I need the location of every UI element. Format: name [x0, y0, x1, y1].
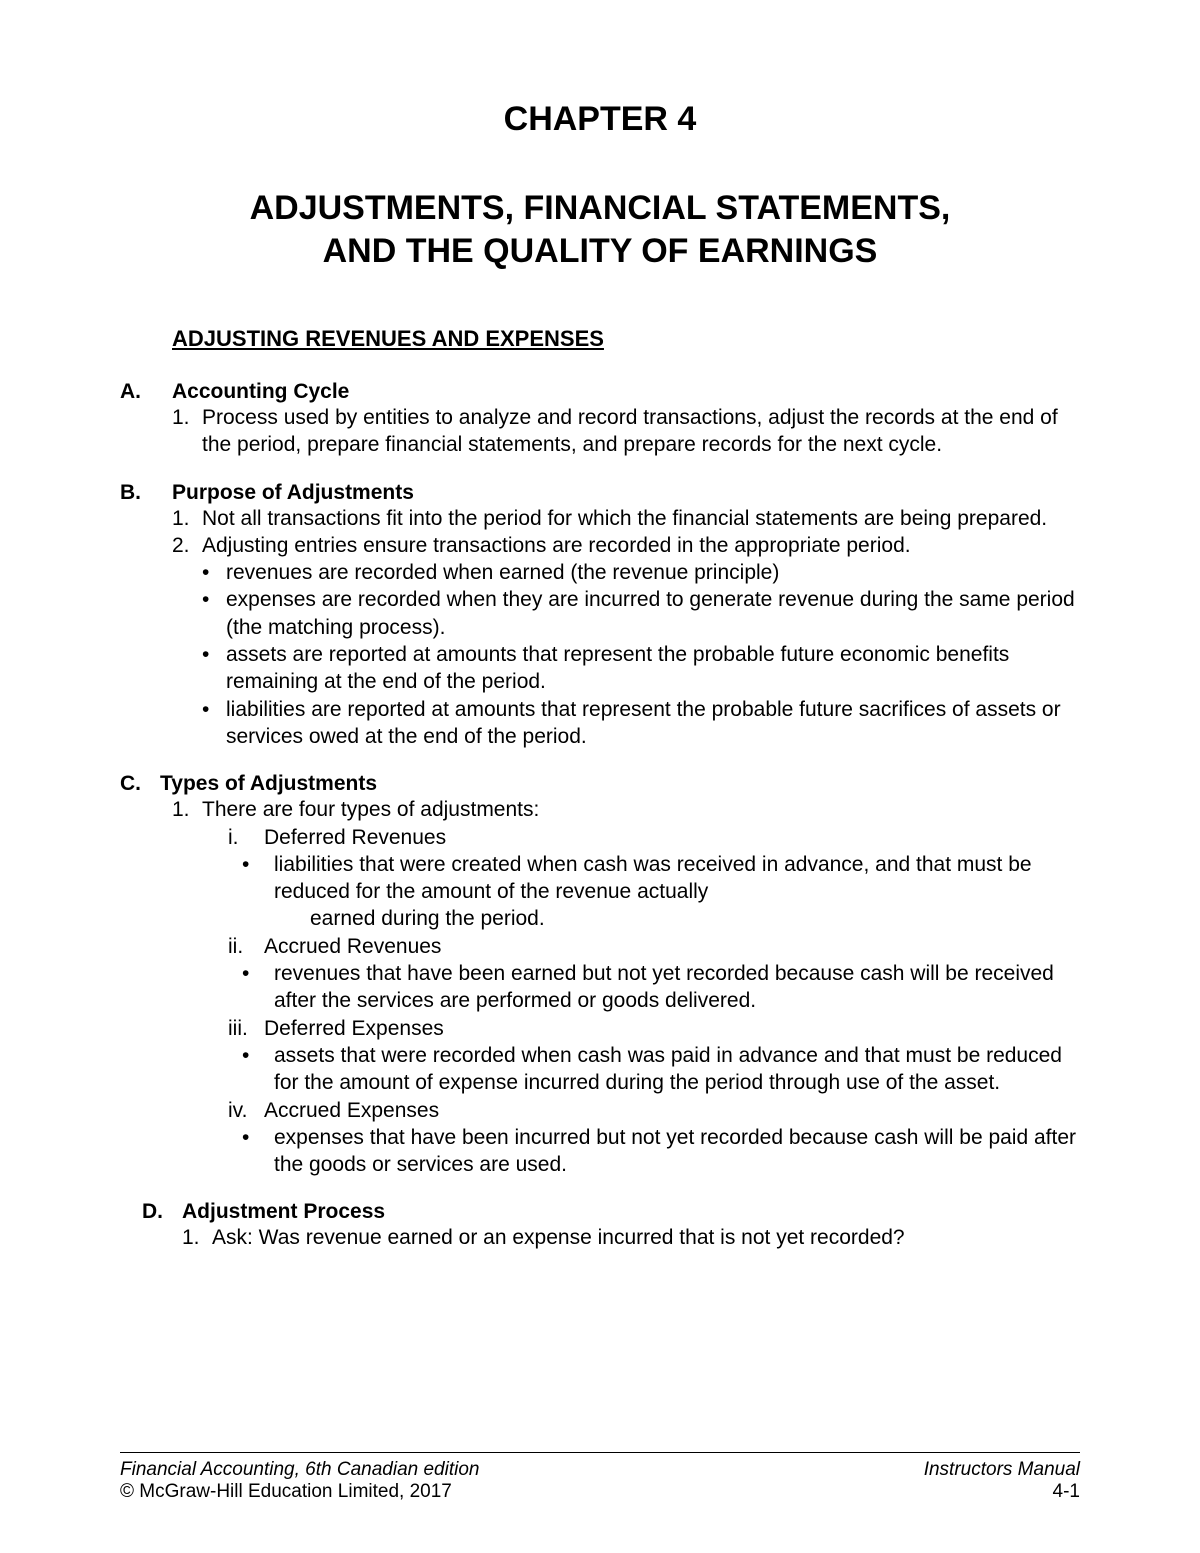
bullet-icon: •	[242, 1124, 274, 1179]
type-1-desc: • liabilities that were created when cas…	[242, 851, 1080, 933]
roman-numeral: ii.	[228, 933, 264, 960]
footer-page-number: 4-1	[924, 1481, 1080, 1503]
section-b-title: Purpose of Adjustments	[172, 481, 414, 505]
section-b-bullet-4: • liabilities are reported at amounts th…	[202, 696, 1080, 751]
footer-left: Financial Accounting, 6th Canadian editi…	[120, 1459, 479, 1503]
item-text: Not all transactions fit into the period…	[202, 505, 1080, 532]
section-a: A. Accounting Cycle 1. Process used by e…	[120, 380, 1080, 459]
footer-book-title: Financial Accounting, 6th Canadian editi…	[120, 1459, 479, 1480]
section-a-item-1: 1. Process used by entities to analyze a…	[172, 404, 1080, 459]
section-d-title: Adjustment Process	[182, 1200, 385, 1224]
chapter-title: ADJUSTMENTS, FINANCIAL STATEMENTS, AND T…	[120, 187, 1080, 272]
item-number: 1.	[172, 505, 202, 532]
type-1-heading: i. Deferred Revenues	[228, 824, 1080, 851]
type-4-heading: iv. Accrued Expenses	[228, 1097, 1080, 1124]
bullet-icon: •	[202, 586, 226, 641]
type-name: Accrued Revenues	[264, 933, 1080, 960]
bullet-icon: •	[242, 851, 274, 933]
section-d: D. Adjustment Process 1. Ask: Was revenu…	[120, 1200, 1080, 1251]
type-2-desc: • revenues that have been earned but not…	[242, 960, 1080, 1015]
bullet-text: revenues are recorded when earned (the r…	[226, 559, 1080, 586]
footer-manual: Instructors Manual	[924, 1459, 1080, 1480]
type-desc-text: liabilities that were created when cash …	[274, 851, 1080, 933]
chapter-title-line-2: AND THE QUALITY OF EARNINGS	[323, 232, 878, 270]
section-c-letter: C.	[120, 772, 160, 796]
type-3-heading: iii. Deferred Expenses	[228, 1015, 1080, 1042]
bullet-icon: •	[202, 641, 226, 696]
section-b-bullet-1: • revenues are recorded when earned (the…	[202, 559, 1080, 586]
section-b-bullet-3: • assets are reported at amounts that re…	[202, 641, 1080, 696]
section-b-bullet-2: • expenses are recorded when they are in…	[202, 586, 1080, 641]
roman-numeral: iv.	[228, 1097, 264, 1124]
type-2-heading: ii. Accrued Revenues	[228, 933, 1080, 960]
section-heading: ADJUSTING REVENUES AND EXPENSES	[172, 326, 1080, 352]
chapter-number: CHAPTER 4	[120, 100, 1080, 139]
bullet-text: expenses are recorded when they are incu…	[226, 586, 1080, 641]
footer-right: Instructors Manual 4-1	[924, 1459, 1080, 1503]
type-desc-text: expenses that have been incurred but not…	[274, 1124, 1080, 1179]
item-text: Adjusting entries ensure transactions ar…	[202, 532, 1080, 559]
section-c: C. Types of Adjustments 1. There are fou…	[120, 772, 1080, 1178]
section-b-item-1: 1. Not all transactions fit into the per…	[172, 505, 1080, 532]
bullet-icon: •	[242, 960, 274, 1015]
section-a-title: Accounting Cycle	[172, 380, 349, 404]
item-text: Ask: Was revenue earned or an expense in…	[212, 1224, 1080, 1251]
section-b-item-2: 2. Adjusting entries ensure transactions…	[172, 532, 1080, 559]
bullet-text: assets are reported at amounts that repr…	[226, 641, 1080, 696]
footer-copyright: © McGraw-Hill Education Limited, 2017	[120, 1481, 452, 1502]
type-name: Deferred Expenses	[264, 1015, 1080, 1042]
type-3-desc: • assets that were recorded when cash wa…	[242, 1042, 1080, 1097]
section-b-letter: B.	[120, 481, 172, 505]
bullet-icon: •	[202, 696, 226, 751]
type-desc-text: assets that were recorded when cash was …	[274, 1042, 1080, 1097]
item-number: 1.	[172, 796, 202, 823]
page-footer: Financial Accounting, 6th Canadian editi…	[120, 1452, 1080, 1503]
section-d-letter: D.	[142, 1200, 182, 1224]
item-text: There are four types of adjustments:	[202, 796, 1080, 823]
roman-numeral: i.	[228, 824, 264, 851]
type-name: Accrued Expenses	[264, 1097, 1080, 1124]
type-4-desc: • expenses that have been incurred but n…	[242, 1124, 1080, 1179]
roman-numeral: iii.	[228, 1015, 264, 1042]
desc-line-a: liabilities that were created when cash …	[274, 853, 1032, 903]
item-number: 2.	[172, 532, 202, 559]
bullet-icon: •	[242, 1042, 274, 1097]
bullet-icon: •	[202, 559, 226, 586]
item-number: 1.	[172, 404, 202, 459]
item-number: 1.	[182, 1224, 212, 1251]
chapter-title-line-1: ADJUSTMENTS, FINANCIAL STATEMENTS,	[250, 189, 951, 227]
item-text: Process used by entities to analyze and …	[202, 404, 1080, 459]
section-a-letter: A.	[120, 380, 172, 404]
type-desc-text: revenues that have been earned but not y…	[274, 960, 1080, 1015]
bullet-text: liabilities are reported at amounts that…	[226, 696, 1080, 751]
section-b: B. Purpose of Adjustments 1. Not all tra…	[120, 481, 1080, 751]
section-d-item-1: 1. Ask: Was revenue earned or an expense…	[182, 1224, 1080, 1251]
type-name: Deferred Revenues	[264, 824, 1080, 851]
section-c-item-1: 1. There are four types of adjustments:	[172, 796, 1080, 823]
desc-line-b: earned during the period.	[274, 905, 1080, 932]
section-c-title: Types of Adjustments	[160, 772, 377, 796]
